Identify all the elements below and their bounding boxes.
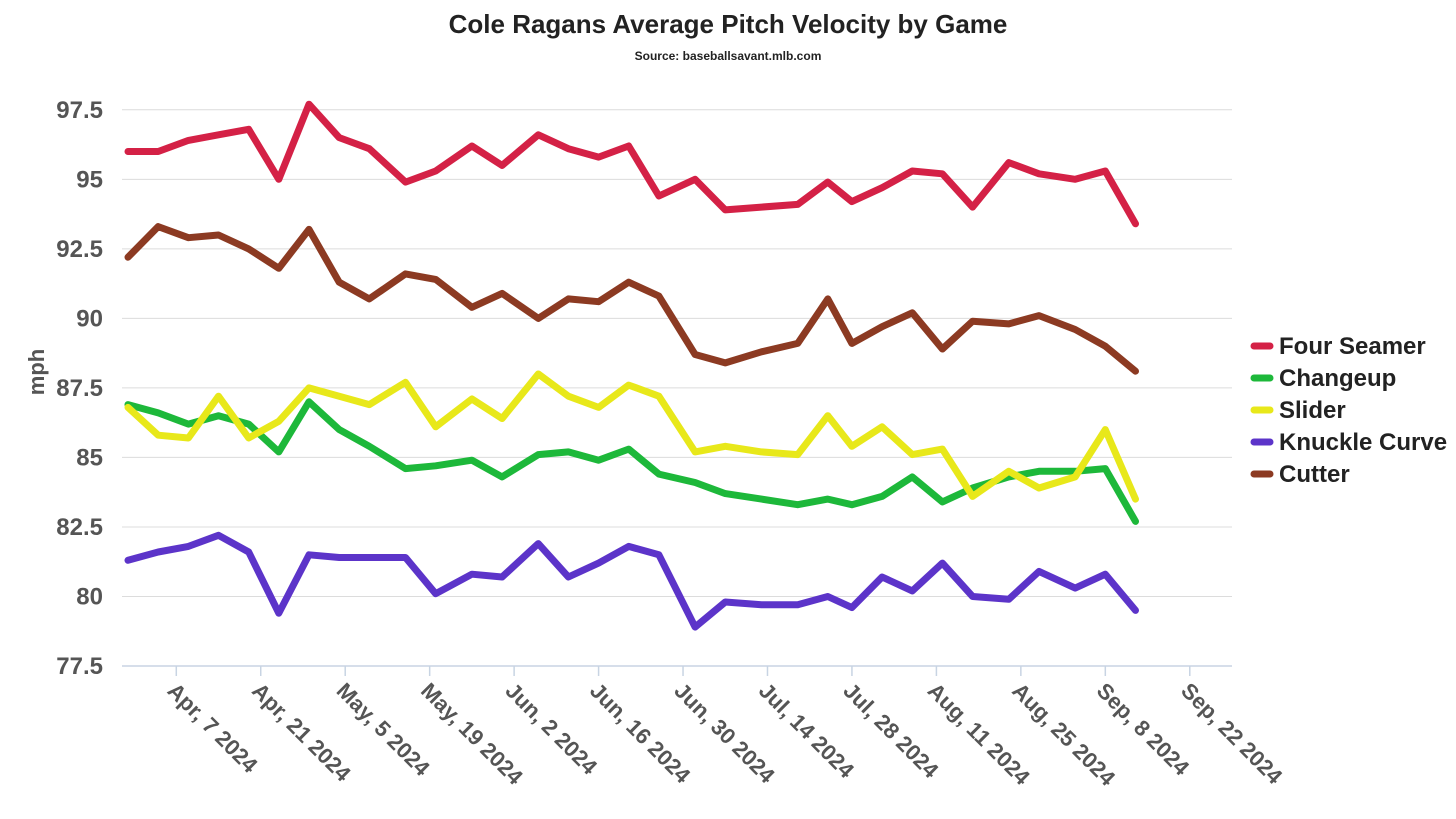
y-axis-label: mph <box>24 349 49 395</box>
y-tick-label: 95 <box>76 166 103 193</box>
series-line-knuckle-curve <box>124 531 1139 631</box>
series-line-cutter <box>124 223 1139 375</box>
y-tick-label: 97.5 <box>56 97 103 124</box>
chart-title: Cole Ragans Average Pitch Velocity by Ga… <box>449 9 1008 39</box>
y-tick-label: 92.5 <box>56 236 103 263</box>
y-tick-label: 80 <box>76 583 103 610</box>
x-tick-label: Apr, 7 2024 <box>163 678 263 778</box>
series-line-four-seamer <box>124 100 1139 228</box>
y-tick-label: 82.5 <box>56 514 103 541</box>
x-tick-label: Sep, 22 2024 <box>1176 678 1288 790</box>
chart-subtitle: Source: baseballsavant.mlb.com <box>635 49 822 63</box>
legend-label-slider: Slider <box>1279 397 1346 424</box>
y-tick-label: 90 <box>76 305 103 332</box>
legend: Four Seamer Changeup Slider Knuckle Curve Cu… <box>1250 333 1447 488</box>
series-lines <box>124 100 1139 631</box>
y-tick-label: 87.5 <box>56 375 103 402</box>
legend-label-cutter: Cutter <box>1279 461 1350 488</box>
legend-label-changeup: Changeup <box>1279 365 1396 392</box>
y-tick-label: 77.5 <box>56 653 103 680</box>
legend-label-four-seamer: Four Seamer <box>1279 333 1426 360</box>
series-line-changeup <box>124 398 1139 525</box>
legend-label-knuckle-curve: Knuckle Curve <box>1279 429 1447 456</box>
y-tick-label: 85 <box>76 444 103 471</box>
series-line-slider <box>124 370 1139 503</box>
